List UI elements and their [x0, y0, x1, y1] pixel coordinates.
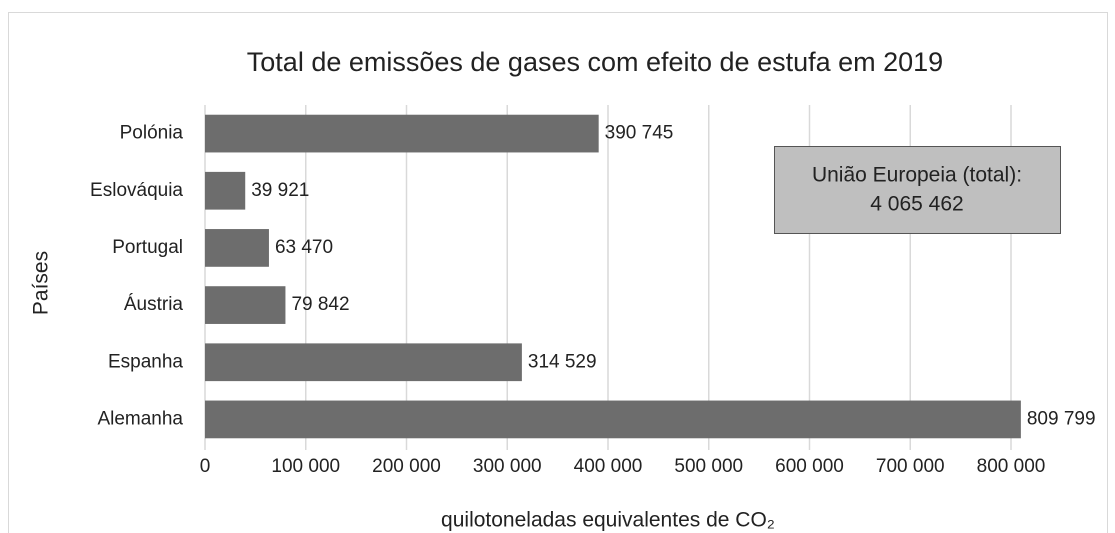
value-label: 314 529 — [528, 351, 597, 372]
chart-frame — [8, 12, 1108, 533]
value-label: 39 921 — [251, 180, 309, 201]
chart-title: Total de emissões de gases com efeito de… — [247, 47, 943, 77]
x-tick-label: 500 000 — [674, 456, 743, 477]
y-tick-label: Áustria — [124, 294, 184, 315]
x-tick-label: 600 000 — [775, 456, 844, 477]
x-tick-label: 100 000 — [271, 456, 340, 477]
y-tick-label: Portugal — [112, 237, 183, 258]
x-tick-label: 200 000 — [372, 456, 441, 477]
x-tick-label: 300 000 — [473, 456, 542, 477]
value-label: 79 842 — [291, 294, 349, 315]
x-tick-label: 0 — [200, 456, 211, 477]
bar — [205, 286, 286, 324]
bar — [205, 114, 599, 153]
y-tick-label: Polónia — [120, 123, 184, 144]
x-axis-title: quilotoneladas equivalentes de CO₂ — [441, 509, 775, 532]
annotation-text: 4 065 462 — [870, 193, 963, 216]
bar — [205, 400, 1021, 439]
y-tick-label: Eslováquia — [90, 180, 183, 201]
y-tick-label: Alemanha — [97, 408, 183, 429]
y-axis-title: Países — [30, 251, 53, 315]
bar — [205, 229, 269, 267]
annotation-box — [774, 146, 1061, 234]
x-tick-label: 700 000 — [876, 456, 945, 477]
value-label: 809 799 — [1027, 408, 1096, 429]
x-tick-label: 800 000 — [977, 456, 1046, 477]
bar — [205, 343, 522, 382]
y-tick-label: Espanha — [108, 351, 183, 372]
bar — [205, 171, 246, 210]
annotation-text: União Europeia (total): — [812, 164, 1022, 187]
x-tick-label: 400 000 — [574, 456, 643, 477]
value-label: 390 745 — [605, 123, 674, 144]
value-label: 63 470 — [275, 237, 333, 258]
